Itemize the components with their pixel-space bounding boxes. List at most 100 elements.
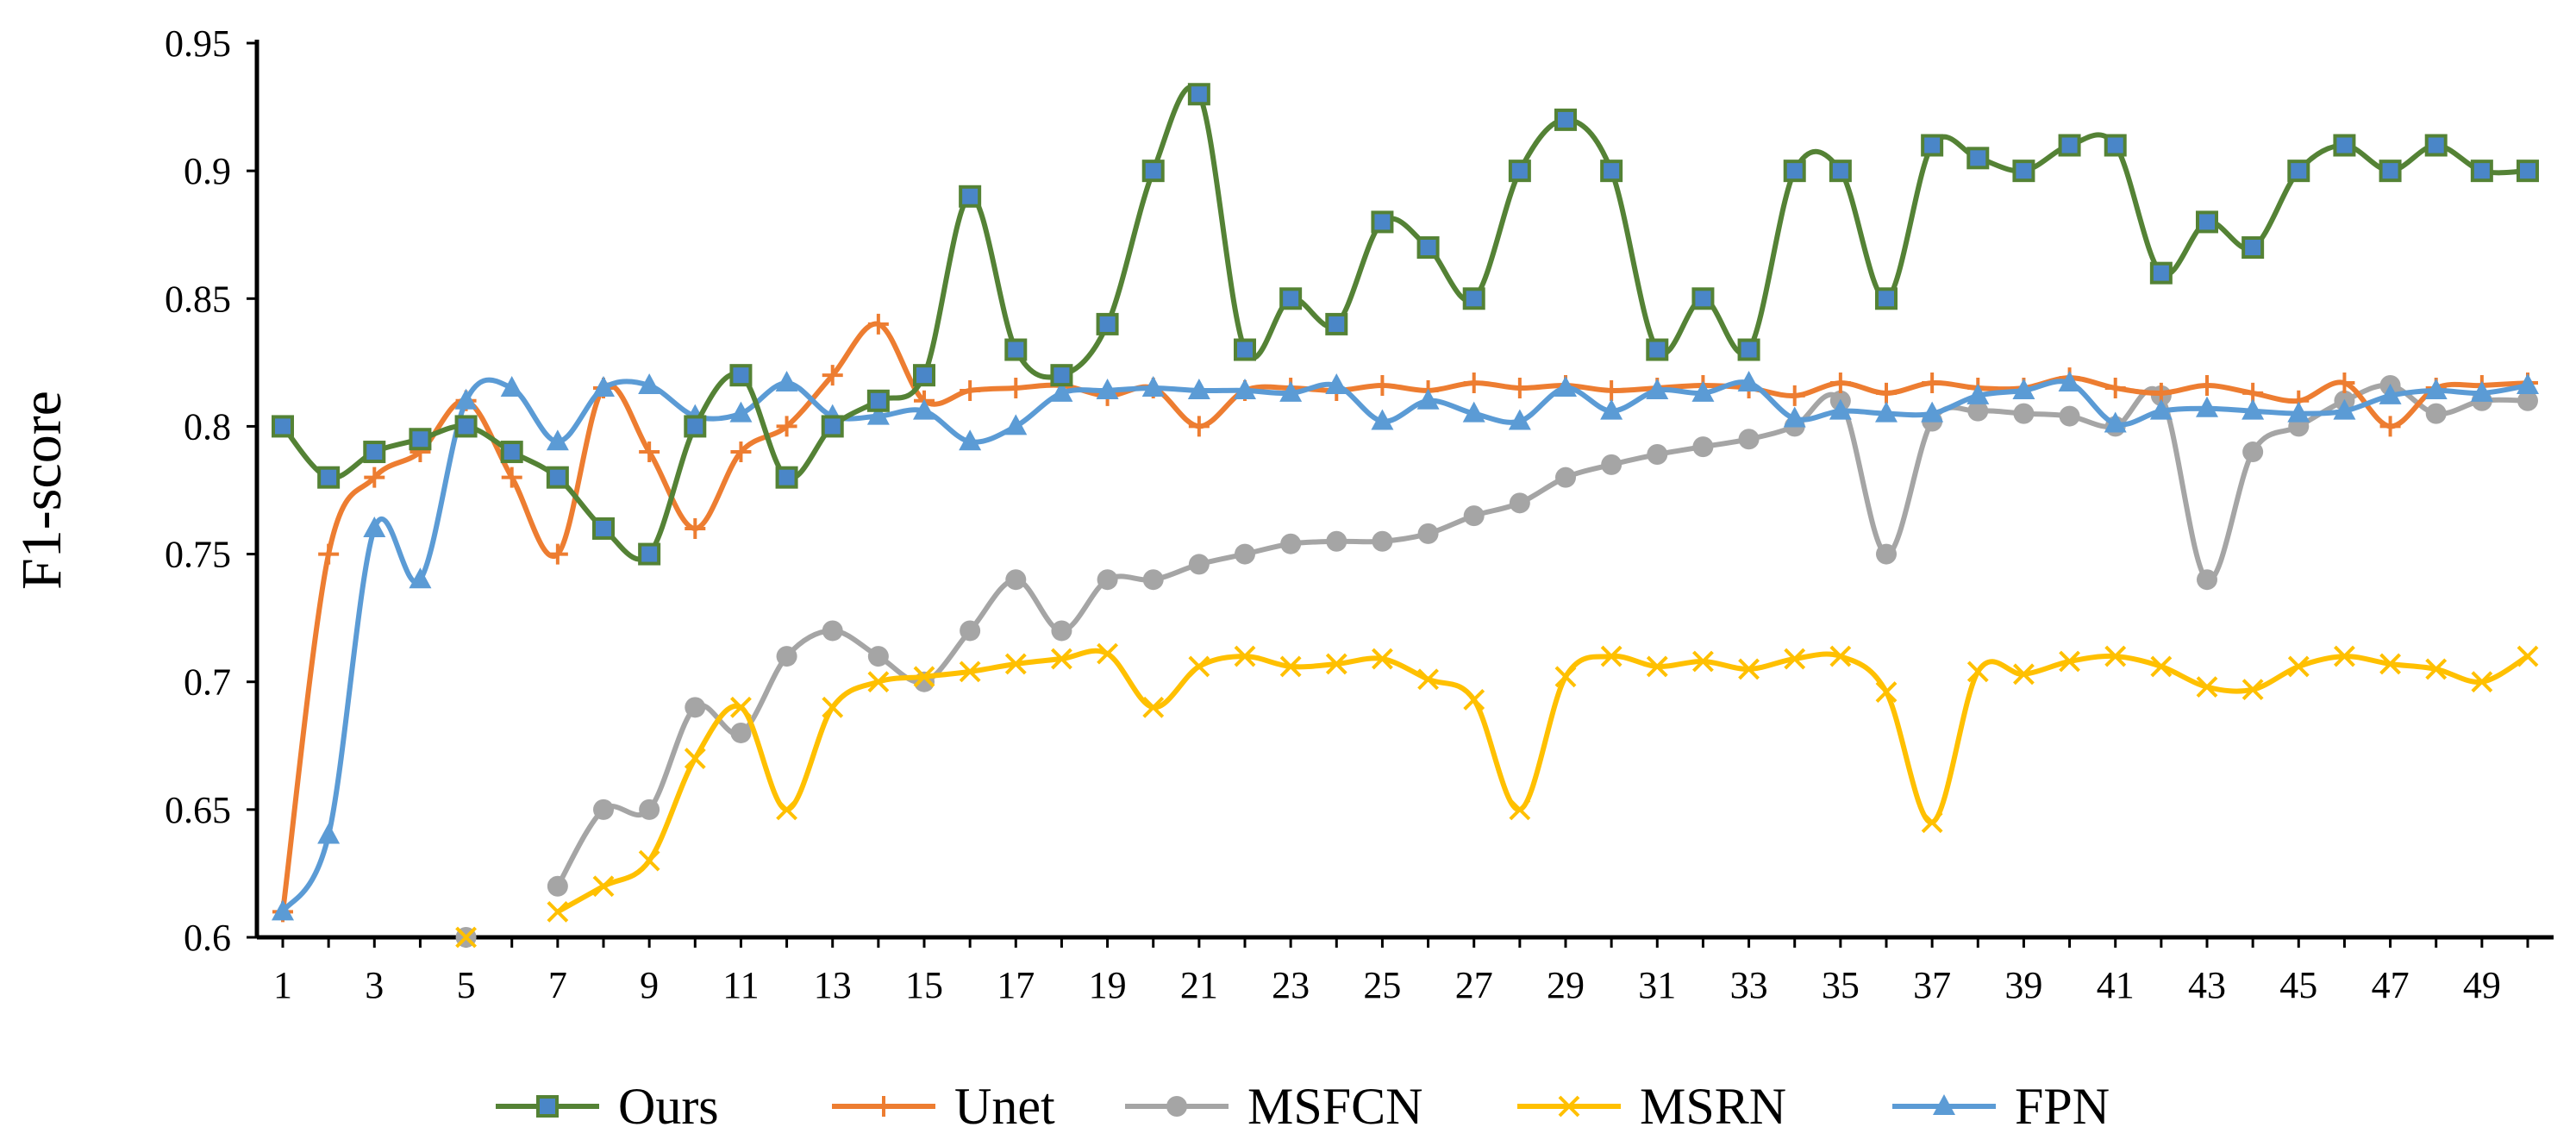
point-ours (1416, 236, 1440, 260)
point-msfcn (1555, 467, 1576, 488)
point-ours (638, 542, 661, 566)
point-fpn (2012, 378, 2035, 399)
point-msrn (2425, 658, 2448, 680)
point-ours (1141, 160, 1165, 183)
point-ours (729, 364, 753, 387)
legend-label-unet: Unet (954, 1078, 1055, 1135)
point-ours (2058, 134, 2081, 157)
point-msrn (1554, 666, 1577, 688)
point-unet (685, 517, 706, 539)
point-unet (1509, 377, 1530, 398)
x-tick-label: 11 (722, 964, 759, 1006)
point-msfcn (685, 697, 706, 718)
point-ours (1462, 287, 1485, 310)
x-tick-label: 21 (1180, 964, 1218, 1006)
point-msfcn (1142, 569, 1164, 591)
point-msfcn (730, 722, 752, 743)
series-line-fpn (280, 377, 2530, 915)
point-ours (1554, 108, 1577, 131)
x-tick-label: 41 (2097, 964, 2135, 1006)
point-fpn (729, 401, 753, 423)
point-ours (821, 415, 844, 438)
point-msfcn (2242, 441, 2264, 463)
point-msrn (1600, 645, 1623, 667)
point-fpn (2149, 398, 2173, 420)
point-unet (1922, 373, 1943, 394)
point-msfcn (1738, 429, 1760, 450)
point-ours (1050, 364, 1073, 387)
point-msfcn (2013, 403, 2035, 424)
point-ours (1371, 210, 1394, 234)
point-fpn (2379, 383, 2402, 404)
x-tick-label: 35 (1822, 964, 1860, 1006)
x-tick-label: 39 (2004, 964, 2042, 1006)
point-unet (318, 543, 340, 565)
point-msfcn (1188, 554, 1210, 575)
point-fpn (363, 516, 386, 537)
point-msrn (1142, 696, 1165, 718)
point-msfcn (547, 875, 568, 897)
point-ours (1508, 160, 1531, 183)
legend-marker-msfcn (1166, 1096, 1187, 1117)
point-fpn (454, 388, 478, 410)
point-msfcn (1463, 505, 1485, 527)
x-tick-label: 27 (1455, 964, 1493, 1006)
point-msrn (822, 696, 844, 718)
y-tick-label: 0.65 (165, 789, 231, 831)
point-msrn (867, 671, 890, 693)
point-ours (500, 441, 523, 464)
point-msrn (1417, 668, 1439, 691)
point-msrn (1509, 798, 1531, 821)
legend-marker-unet (873, 1096, 894, 1117)
point-fpn (1737, 371, 1760, 392)
legend: Ours Unet MSFCN MSRN FPN (496, 1078, 2110, 1135)
point-ours (2149, 261, 2173, 285)
point-msrn (1692, 650, 1714, 673)
point-msrn (2104, 645, 2127, 667)
series-layer (272, 83, 2539, 949)
point-msrn (2517, 645, 2539, 667)
point-msrn (1051, 648, 1072, 670)
point-unet (1005, 377, 1027, 398)
point-msfcn (1372, 530, 1393, 552)
legend-item-ours: Ours (496, 1078, 719, 1135)
series-line-msrn (554, 648, 2530, 915)
point-ours (2333, 134, 2356, 157)
point-msfcn (1876, 543, 1897, 565)
point-msrn (1188, 655, 1210, 678)
point-fpn (866, 404, 890, 425)
point-ours (1921, 134, 1944, 157)
point-ours (1600, 160, 1623, 183)
point-msrn (1372, 648, 1393, 670)
point-unet (776, 416, 797, 437)
x-tick-label: 15 (905, 964, 943, 1006)
point-msfcn (1051, 620, 1072, 642)
point-fpn (2058, 371, 2081, 392)
point-unet (2197, 375, 2217, 397)
x-tick-label: 29 (1547, 964, 1585, 1006)
point-ours (409, 428, 432, 451)
series-unet (272, 313, 2538, 923)
point-msrn (1738, 658, 1760, 680)
legend-label-fpn: FPN (2015, 1078, 2110, 1135)
legend-item-unet: Unet (832, 1078, 1055, 1135)
x-tick-label: 23 (1272, 964, 1310, 1006)
point-msfcn (1417, 523, 1439, 544)
point-fpn (1096, 378, 1119, 399)
point-unet (1601, 379, 1623, 401)
x-tick-label: 7 (548, 964, 567, 1006)
point-ours (959, 185, 982, 208)
point-fpn (1187, 378, 1210, 399)
point-msfcn (1280, 533, 1302, 554)
legend-item-msfcn: MSFCN (1125, 1078, 1422, 1135)
point-msrn (1463, 689, 1485, 711)
x-tick-label: 9 (640, 964, 659, 1006)
series-line-msfcn (554, 382, 2530, 889)
point-msrn (547, 900, 569, 923)
y-tick-label: 0.9 (184, 150, 231, 192)
point-fpn (1966, 383, 1990, 404)
point-msrn (959, 661, 981, 683)
point-msrn (638, 849, 660, 872)
point-fpn (500, 375, 523, 397)
point-unet (2379, 416, 2401, 437)
